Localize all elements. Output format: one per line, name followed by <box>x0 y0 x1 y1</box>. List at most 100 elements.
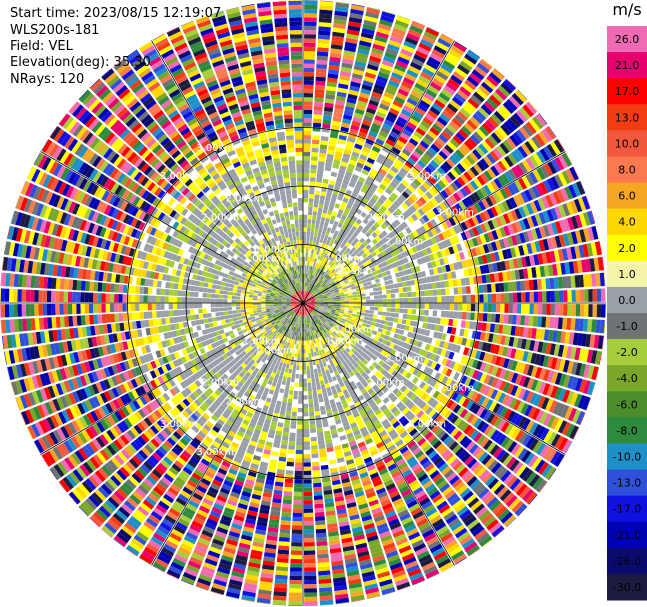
ppi-cell <box>298 327 301 333</box>
ppi-cell <box>304 306 306 311</box>
ppi-cell <box>233 284 238 289</box>
ppi-cell <box>326 331 331 336</box>
ppi-cell <box>316 215 321 221</box>
ppi-cell <box>353 305 358 309</box>
ppi-cell <box>296 361 300 366</box>
ppi-cell <box>290 301 295 303</box>
ppi-cell <box>391 298 396 303</box>
ppi-cell <box>333 278 339 283</box>
ppi-cell <box>286 301 291 303</box>
ppi-cell <box>312 311 316 315</box>
ppi-cell <box>278 267 283 273</box>
ppi-cell <box>339 290 344 294</box>
ppi-cell <box>280 324 285 329</box>
ppi-cell <box>320 367 325 372</box>
ppi-cell <box>240 309 245 313</box>
ppi-cell <box>318 259 322 265</box>
ppi-cell <box>309 189 315 195</box>
ppi-cell <box>307 382 312 387</box>
ppi-cell <box>283 207 289 213</box>
ppi-cell <box>316 173 323 179</box>
ppi-cell <box>295 231 300 237</box>
ppi-cell <box>275 331 280 336</box>
ppi-cell <box>323 308 328 311</box>
ppi-cell <box>352 294 358 298</box>
ppi-cell <box>271 312 276 315</box>
ppi-cell <box>284 291 289 295</box>
ppi-cell <box>299 286 301 291</box>
ppi-cell <box>327 284 332 289</box>
ppi-cell <box>348 323 353 328</box>
ppi-cell <box>291 297 296 300</box>
ppi-cell <box>320 289 325 293</box>
ppi-cell <box>164 310 170 317</box>
ppi-cell <box>309 307 314 311</box>
ppi-cell <box>278 322 283 327</box>
ppi-cell <box>276 264 280 269</box>
ppi-cell <box>342 286 347 290</box>
ppi-cell <box>457 311 463 319</box>
ppi-cell <box>320 265 324 271</box>
ppi-cell <box>295 287 298 292</box>
ppi-cell <box>306 297 310 301</box>
ppi-cell <box>342 316 347 320</box>
ppi-cell <box>312 386 317 391</box>
ppi-cell <box>315 301 320 303</box>
ppi-cell <box>441 303 446 310</box>
ppi-cell <box>304 290 306 295</box>
ppi-cell <box>293 344 297 349</box>
ppi-cell <box>314 324 318 330</box>
ppi-cell <box>298 219 303 224</box>
ppi-cell <box>466 294 471 303</box>
ppi-cell <box>300 295 302 300</box>
ppi-cell <box>289 267 293 272</box>
ppi-cell <box>269 325 274 330</box>
ppi-cell <box>306 244 309 249</box>
ppi-cell <box>310 440 318 446</box>
ppi-cell <box>288 160 296 166</box>
ppi-cell <box>301 286 303 291</box>
ppi-cell <box>292 326 296 331</box>
ppi-cell <box>303 265 305 270</box>
ppi-cell <box>143 311 149 319</box>
ppi-cell <box>305 315 308 320</box>
ppi-cell <box>452 279 458 287</box>
ppi-cell <box>275 291 280 294</box>
ppi-cell <box>309 308 313 312</box>
ppi-cell <box>275 276 280 281</box>
ppi-cell <box>295 323 298 328</box>
ppi-cell <box>156 311 161 318</box>
ppi-cell <box>285 190 292 196</box>
ppi-cell <box>300 256 303 261</box>
ppi-cell <box>290 177 297 182</box>
ppi-cell <box>319 298 324 301</box>
ppi-cell <box>279 317 284 322</box>
ppi-cell <box>191 279 197 286</box>
ppi-cell <box>151 303 157 311</box>
ppi-cell <box>286 313 291 317</box>
ppi-cell <box>283 295 288 298</box>
ppi-cell <box>203 318 209 324</box>
ppi-cell <box>340 294 345 297</box>
ppi-cell <box>386 289 391 294</box>
ppi-cell <box>340 328 346 333</box>
ppi-cell <box>331 275 336 280</box>
ppi-cell <box>261 305 266 308</box>
ppi-cell <box>335 308 341 311</box>
ppi-cell <box>445 295 450 303</box>
ppi-cell <box>273 304 278 306</box>
ppi-cell <box>293 394 298 400</box>
ppi-cell <box>293 283 297 288</box>
ppi-cell <box>219 290 225 295</box>
ppi-cell <box>313 286 317 291</box>
ppi-cell <box>296 319 299 324</box>
ppi-cell <box>322 339 326 345</box>
ppi-cell <box>310 326 314 331</box>
ppi-cell <box>482 284 488 293</box>
ppi-cell <box>328 303 333 305</box>
ppi-cell <box>316 351 320 356</box>
ppi-cell <box>326 312 331 315</box>
ppi-cell <box>286 268 290 273</box>
ppi-cell <box>337 269 342 274</box>
ppi-cell <box>322 248 327 253</box>
